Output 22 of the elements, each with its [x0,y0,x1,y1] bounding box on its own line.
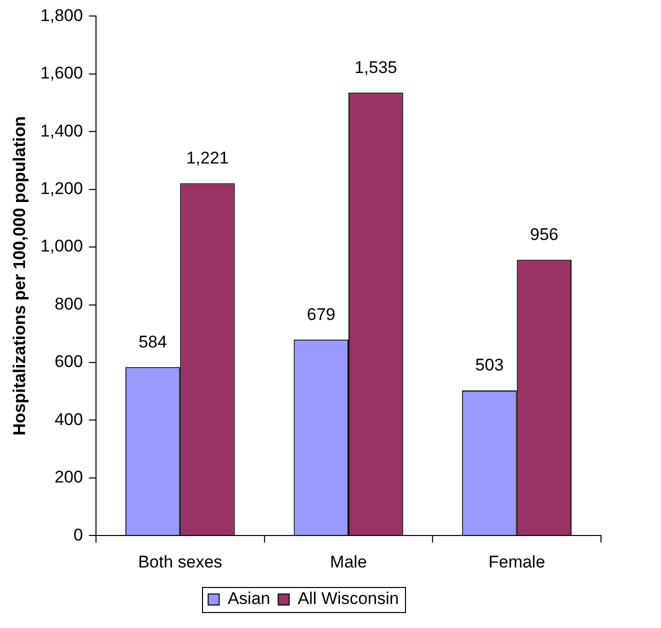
data-label: 1,221 [186,148,229,168]
y-tick-label: 1,200 [40,179,83,198]
y-tick-label: 200 [54,468,83,487]
y-tick-label: 1,600 [40,64,83,83]
x-tick-label: Female [488,552,546,572]
data-label: 679 [306,304,336,324]
legend-label: Asian [228,589,270,608]
x-tick-label: Both sexes [138,552,222,572]
y-tick-label: 0 [73,525,83,544]
y-tick-label: 800 [54,294,83,314]
y-tick-label: 600 [54,352,83,372]
y-axis-title: Hospitalizations per 100,000 population [10,116,29,436]
x-tick-label: Male [330,552,367,572]
data-label: 503 [475,356,504,375]
y-tick-label: 1,800 [40,6,83,25]
y-tick-label: 1,000 [40,236,83,256]
data-label: 584 [138,332,167,352]
data-label: 1,535 [354,58,398,77]
data-label: 956 [530,224,558,244]
y-tick-label: 1,400 [40,121,83,140]
legend-label: All Wisconsin [298,589,399,608]
y-tick-label: 400 [54,410,83,429]
